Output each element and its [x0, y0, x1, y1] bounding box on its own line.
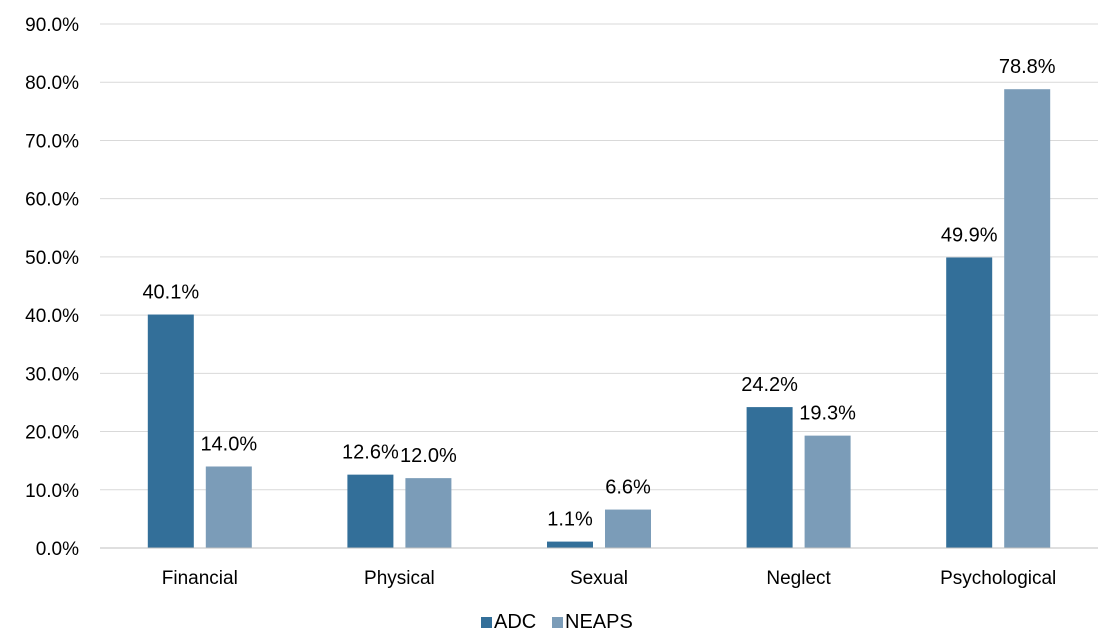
- legend-label-adc: ADC: [494, 611, 536, 633]
- y-tick-label: 10.0%: [25, 481, 79, 502]
- y-tick-label: 40.0%: [25, 306, 79, 327]
- bar-neaps-neglect: [804, 435, 851, 548]
- x-axis-category-labels: Financial Physical Sexual Neglect Psychologi…: [162, 568, 1057, 589]
- category-label-financial: Financial: [162, 568, 238, 589]
- data-label-neaps-psychological: 78.8%: [999, 56, 1056, 78]
- y-tick-label: 60.0%: [25, 190, 79, 211]
- bar-neaps-financial: [205, 466, 252, 548]
- legend: ADC NEAPS: [481, 611, 633, 633]
- legend-label-neaps: NEAPS: [565, 611, 633, 633]
- data-label-adc-psychological: 49.9%: [941, 224, 998, 246]
- category-label-sexual: Sexual: [570, 568, 628, 589]
- bar-neaps-physical: [405, 478, 452, 548]
- gridlines: [100, 23, 1098, 491]
- y-tick-label: 0.0%: [36, 539, 79, 560]
- legend-swatch-adc: [481, 617, 492, 628]
- data-label-neaps-sexual: 6.6%: [605, 477, 651, 499]
- bar-adc-psychological: [946, 257, 993, 548]
- category-label-physical: Physical: [364, 568, 435, 589]
- data-labels: 40.1% 14.0% 12.6% 12.0% 1.1% 6.6% 24.2%19.3% 49…: [142, 56, 1055, 530]
- y-tick-label: 50.0%: [25, 248, 79, 269]
- data-label-neaps-financial: 14.0%: [200, 433, 257, 455]
- bar-adc-sexual: [547, 541, 593, 548]
- bar-neaps-sexual: [605, 509, 651, 548]
- category-label-psychological: Psychological: [940, 568, 1056, 589]
- data-label-neaps-physical: 12.0%: [400, 445, 457, 467]
- data-label-adc-physical: 12.6%: [342, 442, 399, 464]
- y-tick-label: 30.0%: [25, 364, 79, 385]
- bars: [147, 89, 1051, 548]
- data-label-adc-sexual: 1.1%: [547, 509, 593, 531]
- bar-adc-physical: [347, 474, 394, 548]
- category-label-neglect: Neglect: [766, 568, 831, 589]
- y-tick-label: 90.0%: [25, 15, 79, 36]
- y-tick-label: 20.0%: [25, 423, 79, 444]
- y-tick-label: 70.0%: [25, 131, 79, 152]
- bar-neaps-psychological: [1004, 89, 1051, 548]
- bar-adc-neglect: [746, 407, 793, 548]
- y-tick-label: 80.0%: [25, 73, 79, 94]
- legend-swatch-neaps: [552, 617, 563, 628]
- data-label-adc-neglect: 24.2%: [741, 374, 798, 396]
- y-axis-tick-labels: 0.0% 10.0% 20.0% 30.0% 40.0% 50.0% 60.0% 70.0% 8…: [25, 15, 79, 560]
- data-label-neaps-neglect: 19.3%: [799, 403, 856, 425]
- bar-adc-financial: [147, 314, 194, 548]
- data-label-adc-financial: 40.1%: [142, 282, 199, 304]
